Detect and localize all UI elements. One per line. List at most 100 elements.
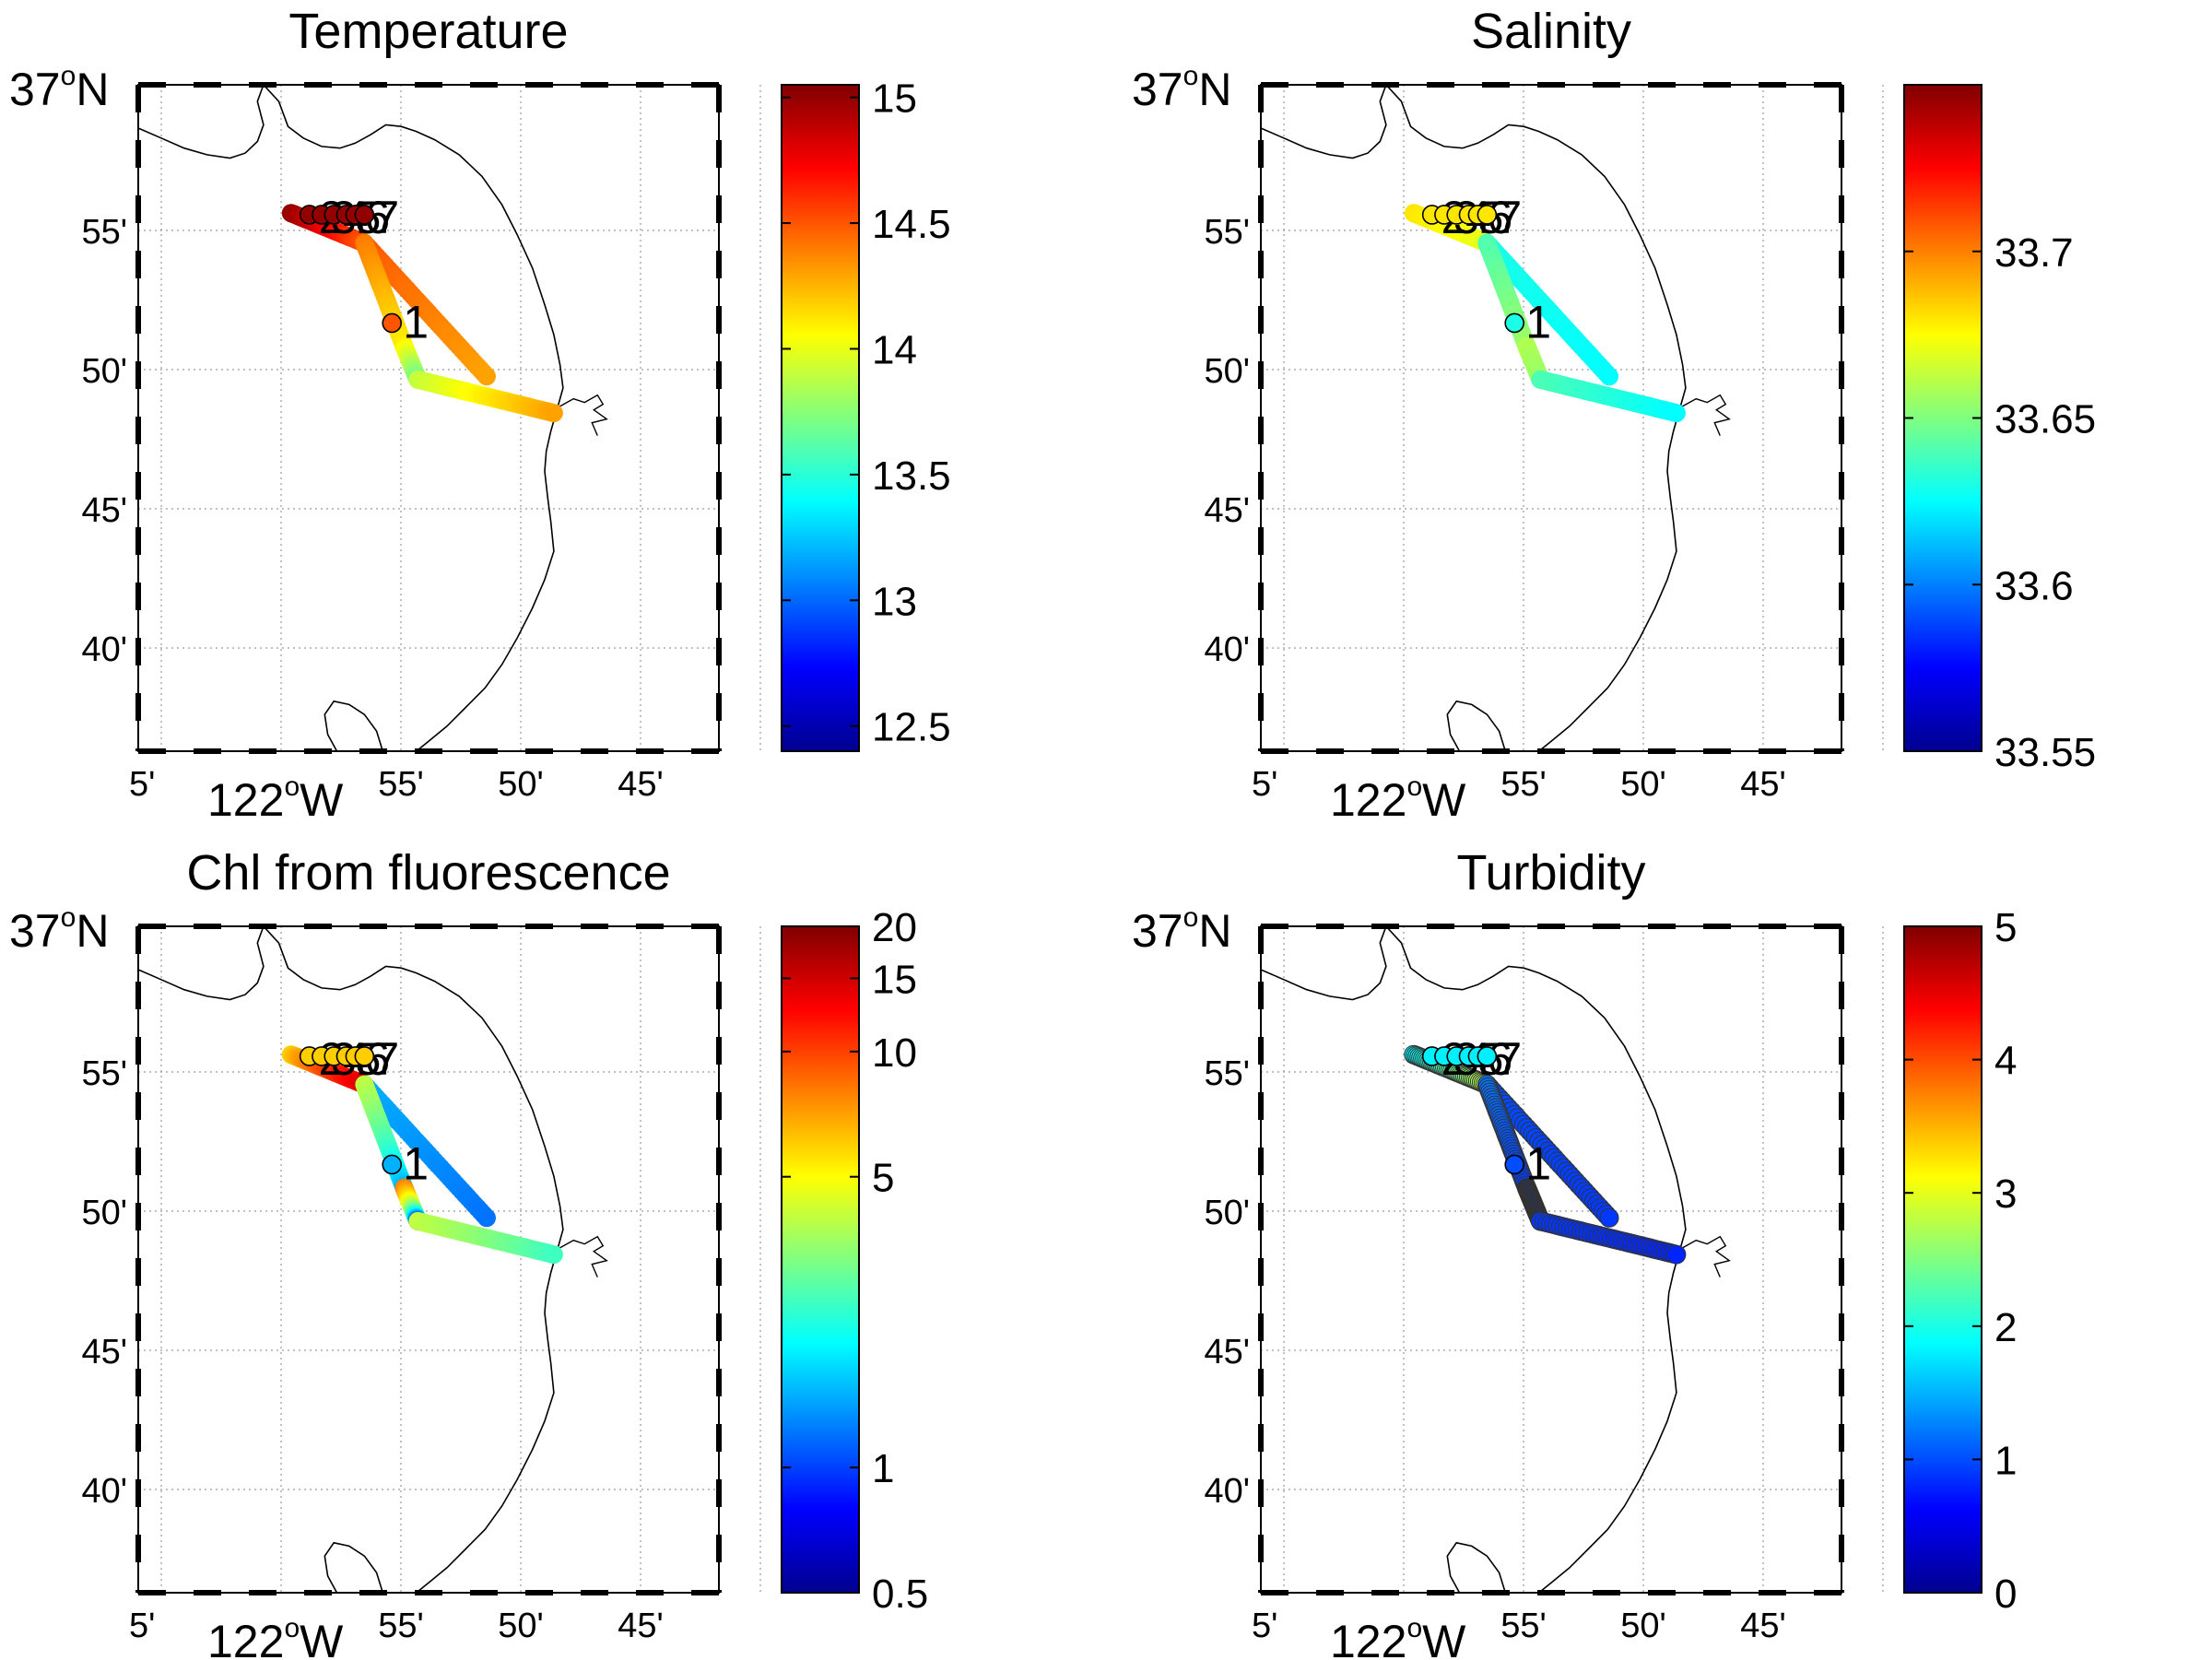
colorbar-tick-label: 14	[872, 327, 917, 372]
degree-symbol: o	[284, 1613, 300, 1643]
lon-deg: 122	[207, 1616, 284, 1660]
lat-tick-label: 55'	[1204, 213, 1250, 252]
colorbar-tick-label: 15	[872, 957, 917, 1002]
panel-title: Turbidity	[1456, 845, 1645, 901]
coastline	[324, 700, 384, 752]
lat-tick-label: 45'	[81, 1333, 127, 1372]
lon-tick-label: 50'	[1620, 1607, 1666, 1645]
lon-tick-label: 5'	[1252, 1607, 1277, 1645]
degree-symbol: o	[61, 61, 76, 91]
station-marker	[1477, 205, 1498, 225]
lat-label-37N: 37oN	[9, 902, 109, 957]
map-panel: Temperature123456737oN55'50'45'40'5'122o…	[9, 4, 951, 826]
colorbar-tick-label: 1	[872, 1446, 894, 1491]
panel-title: Salinity	[1471, 4, 1631, 59]
lon-label-122W: 122oW	[207, 1613, 344, 1660]
gridlines	[138, 85, 761, 751]
colorbar-tick-label: 20	[872, 905, 917, 950]
lat-tick-label: 50'	[81, 1194, 127, 1232]
lat-tick-label: 50'	[1204, 352, 1250, 391]
colorbar-tick-label: 3	[1994, 1171, 2017, 1217]
map-frame-stripes	[135, 82, 722, 754]
station-marker	[382, 1154, 403, 1175]
colorbar-tick-label: 14.5	[872, 202, 951, 247]
degree-symbol: o	[1406, 1613, 1422, 1643]
colorbar-tick-label: 5	[872, 1156, 894, 1201]
axes-frame	[137, 925, 720, 1594]
station-label: 7	[1496, 1033, 1522, 1085]
lat-tick-label: 55'	[81, 213, 127, 252]
harbor-outline	[1678, 394, 1731, 436]
degree-symbol: o	[1406, 771, 1422, 802]
lon-tick-label: 45'	[1740, 765, 1786, 804]
hemisphere: W	[300, 774, 344, 826]
lon-tick-label: 5'	[129, 765, 155, 804]
colorbar-tick-label: 12.5	[872, 705, 951, 750]
colorbar-tick-label: 13.5	[872, 453, 951, 499]
colorbar-tick-label: 0	[1994, 1572, 2017, 1617]
lat-tick-label: 40'	[81, 1472, 127, 1511]
colorbar	[1903, 84, 1983, 752]
lat-deg: 37	[9, 64, 61, 115]
hemisphere: N	[1198, 64, 1231, 115]
degree-symbol: o	[1183, 61, 1199, 91]
hemisphere: N	[1198, 905, 1231, 957]
lon-tick-label: 55'	[378, 765, 424, 804]
station-label: 1	[1525, 1137, 1551, 1189]
harbor-outline	[556, 1235, 608, 1277]
lat-tick-label: 40'	[81, 630, 127, 669]
lat-tick-label: 45'	[81, 491, 127, 530]
lon-tick-label: 45'	[618, 1607, 664, 1645]
colorbar-tick-label: 15	[872, 77, 917, 122]
lat-tick-label: 55'	[1204, 1054, 1250, 1093]
data-point	[1599, 1207, 1619, 1228]
colorbar-tick-label: 5	[1994, 905, 2017, 950]
axes-frame	[1260, 84, 1842, 752]
lon-label-122W: 122oW	[1330, 1613, 1466, 1660]
lon-deg: 122	[207, 774, 284, 826]
station-marker	[354, 205, 375, 225]
station-marker	[1504, 312, 1525, 334]
panel-title: Chl from fluorescence	[186, 845, 670, 901]
colorbar-tick-label: 33.55	[1994, 730, 2096, 775]
axes-frame	[137, 84, 720, 752]
harbor-outline	[1678, 1235, 1731, 1277]
colorbar-tick-label: 1	[1994, 1438, 2017, 1483]
gridlines	[1261, 85, 1884, 751]
degree-symbol: o	[1183, 902, 1199, 933]
degree-symbol: o	[284, 771, 300, 802]
lon-tick-label: 55'	[378, 1607, 424, 1645]
station-label: 7	[1496, 192, 1522, 243]
data-point	[1666, 404, 1686, 423]
station-marker	[382, 312, 403, 334]
lon-tick-label: 55'	[1500, 1607, 1547, 1645]
gridlines	[138, 926, 761, 1593]
lon-tick-label: 45'	[618, 765, 664, 804]
colorbar-tick-label: 33.65	[1994, 397, 2096, 442]
data-point	[477, 1208, 496, 1228]
axes-frame	[1260, 925, 1842, 1594]
degree-symbol: o	[61, 902, 76, 933]
coastline	[1260, 924, 1687, 1594]
station-label: 7	[373, 192, 399, 243]
map-panel: Salinity123456737oN55'50'45'40'5'122oW55…	[1132, 4, 2096, 826]
colorbar	[781, 84, 860, 752]
lat-deg: 37	[1132, 64, 1183, 115]
lon-label-122W: 122oW	[1330, 771, 1466, 826]
lon-deg: 122	[1330, 1616, 1406, 1660]
lon-tick-label: 45'	[1740, 1607, 1786, 1645]
station-marker	[1477, 1046, 1498, 1066]
hemisphere: N	[76, 905, 109, 957]
lat-label-37N: 37oN	[1132, 902, 1231, 957]
lat-label-37N: 37oN	[1132, 61, 1231, 115]
colorbar-tick-label: 33.7	[1994, 230, 2074, 276]
map-frame-stripes	[1258, 924, 1844, 1595]
panel-title: Temperature	[288, 4, 568, 59]
station-marker	[1504, 1154, 1525, 1175]
colorbar-tick-label: 4	[1994, 1039, 2017, 1084]
station-label: 1	[403, 1137, 429, 1189]
map-frame-stripes	[135, 924, 722, 1595]
lon-deg: 122	[1330, 774, 1406, 826]
harbor-outline	[556, 394, 608, 436]
